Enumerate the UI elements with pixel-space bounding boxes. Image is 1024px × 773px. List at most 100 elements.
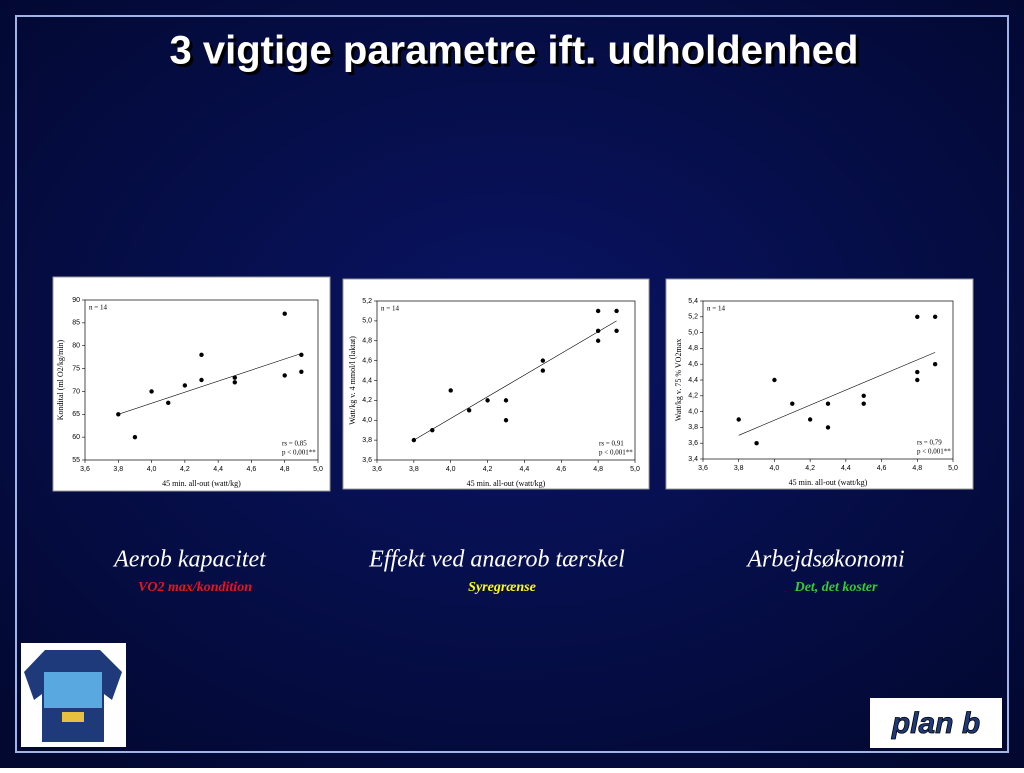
jersey — [21, 643, 126, 747]
annotation: n = 14 — [89, 304, 107, 312]
caption-subtitle: VO2 max/kondition — [138, 580, 252, 595]
point — [199, 377, 204, 383]
point — [540, 368, 546, 373]
y-tick-label: 70 — [72, 388, 80, 395]
plot-area — [84, 299, 319, 461]
point — [430, 427, 435, 433]
y-tick-label: 3,4 — [688, 456, 698, 463]
x-tick-label: 3,8 — [113, 466, 123, 473]
point — [466, 408, 472, 413]
chart: 3,6 3,8 4,0 4,2 4,4 4,6 4,8 5,0 3,6 3,8 4,0 4,2 4,4 4… — [342, 278, 650, 490]
x-tick-label: 4,0 — [446, 466, 456, 473]
y-tick-label: 60 — [72, 434, 80, 441]
caption-subtitle: Det, det koster — [794, 580, 878, 595]
x-tick-label: 4,6 — [247, 466, 257, 473]
point — [448, 388, 453, 393]
x-tick-label: 3,8 — [734, 465, 744, 472]
y-tick-label: 4,6 — [688, 361, 698, 368]
point — [503, 398, 509, 403]
point — [485, 398, 490, 403]
y-tick-label: 3,8 — [362, 437, 372, 444]
y-tick-label: 3,6 — [688, 440, 698, 447]
caption-title: Effekt ved anaerob tærskel — [368, 547, 625, 573]
logo-text: plan b — [891, 707, 980, 740]
x-tick-label: 3,8 — [409, 466, 419, 473]
point — [199, 352, 204, 358]
point — [614, 328, 619, 334]
point — [232, 375, 237, 380]
x-axis-label: 45 min. all-out (watt/kg) — [467, 479, 546, 488]
y-tick-label: 4,0 — [688, 408, 698, 415]
y-axis-label: Watt/kg v. 75 % VO2max — [674, 339, 683, 421]
chart: 3,6 3,8 4,0 4,2 4,4 4,6 4,8 5,03,43,63,84,04,24… — [665, 278, 974, 490]
logo: plan b — [870, 698, 1002, 748]
point — [825, 425, 831, 430]
point — [595, 328, 601, 334]
frame — [15, 15, 1009, 753]
x-tick-label: 4,0 — [770, 465, 780, 472]
point — [932, 314, 938, 319]
annotation: p < 0,001** — [282, 449, 316, 457]
y-tick-label: 4,2 — [362, 397, 372, 404]
x-tick-label: 3,6 — [698, 465, 708, 472]
y-tick-label: 55 — [72, 457, 80, 464]
y-tick-label: 3,6 — [362, 457, 372, 464]
y-axis-label: Watt/kg v. 4 mmol/l (laktat) — [348, 336, 357, 425]
point — [595, 338, 601, 343]
x-tick-label: 4,6 — [877, 465, 887, 472]
x-tick-label: 4,0 — [147, 466, 157, 473]
point — [932, 362, 938, 367]
x-axis-label: 45 min. all-out (watt/kg) — [162, 479, 241, 488]
point — [915, 369, 920, 375]
x-tick-label: 3,6 — [372, 466, 382, 473]
annotation: rs = 0,85 — [282, 440, 307, 448]
point — [915, 377, 920, 383]
x-tick-label: 4,4 — [213, 466, 223, 473]
point — [299, 352, 304, 358]
y-tick-label: 4,8 — [362, 338, 372, 345]
point — [503, 418, 509, 423]
x-tick-label: 4,8 — [280, 466, 290, 473]
x-tick-label: 4,2 — [483, 466, 493, 473]
point — [299, 369, 304, 374]
chart-box — [342, 278, 650, 490]
x-tick-label: 3,6 — [80, 466, 90, 473]
point — [915, 314, 920, 319]
caption-title: Aerob kapacitet — [112, 547, 267, 573]
y-tick-label: 4,0 — [362, 417, 372, 424]
trend-line — [413, 320, 617, 441]
x-tick-label: 4,4 — [841, 465, 851, 472]
point — [116, 412, 121, 417]
y-tick-label: 65 — [72, 411, 80, 418]
point — [232, 380, 237, 385]
y-tick-label: 4,2 — [688, 393, 698, 400]
y-tick-label: 5,0 — [362, 318, 372, 325]
x-tick-label: 4,6 — [556, 466, 566, 473]
x-tick-label: 5,0 — [313, 466, 323, 473]
point — [132, 434, 138, 440]
y-axis-label: Kondital (ml O2/kg/min) — [56, 339, 65, 420]
y-tick-label: 80 — [72, 343, 80, 350]
annotation: rs = 0,79 — [917, 439, 942, 447]
annotation: p < 0,001** — [599, 449, 633, 457]
annotation: n = 14 — [381, 305, 399, 313]
chart-box — [665, 278, 974, 490]
point — [166, 400, 171, 406]
trend-line — [738, 352, 936, 436]
point — [825, 401, 831, 406]
x-tick-label: 5,0 — [948, 465, 958, 472]
point — [861, 401, 866, 406]
point — [736, 417, 741, 422]
x-tick-label: 4,8 — [593, 466, 603, 473]
point — [754, 441, 759, 446]
caption-subtitle: Syregrænse — [468, 580, 536, 595]
point — [411, 437, 417, 443]
x-axis-label: 45 min. all-out (watt/kg) — [789, 478, 868, 487]
point — [540, 358, 546, 363]
point — [182, 383, 188, 388]
point — [282, 311, 287, 316]
y-tick-label: 5,2 — [362, 298, 372, 305]
point — [282, 373, 287, 378]
point — [861, 393, 866, 398]
point — [790, 401, 795, 406]
